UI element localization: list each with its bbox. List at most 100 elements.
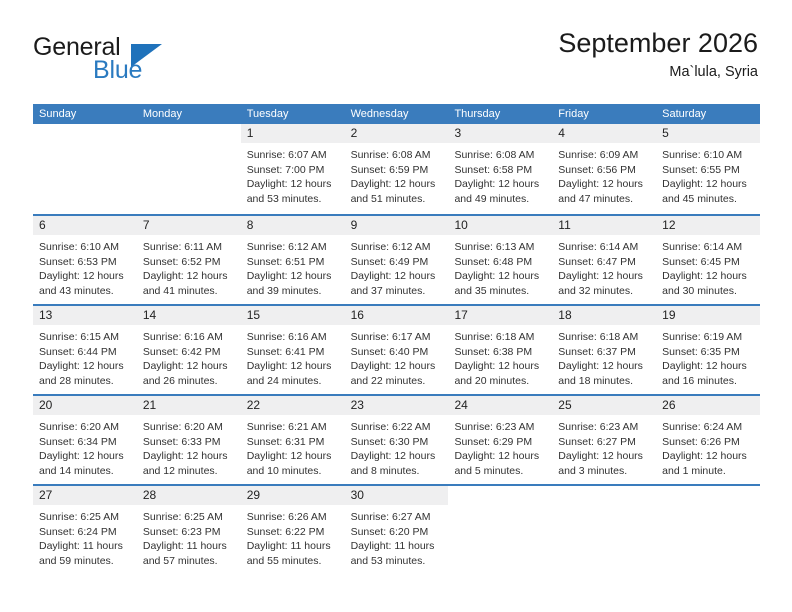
day-number: 19 (662, 308, 676, 322)
day-cell-29[interactable]: 29 Sunrise: 6:26 AM Sunset: 6:22 PM Dayligh… (240, 486, 345, 574)
day-number-band: 16 (344, 306, 449, 325)
page-title: September 2026 (558, 28, 758, 58)
day-number: 1 (246, 126, 254, 140)
day-detail-line: Sunset: 6:47 PM (558, 255, 636, 268)
day-detail-line: Daylight: 12 hours (350, 270, 436, 283)
day-number: 21 (142, 398, 157, 412)
day-detail-line: and 28 minutes. (39, 374, 114, 387)
day-detail-line: Sunset: 6:44 PM (39, 345, 117, 358)
day-detail-lines: Sunrise: 6:22 AM Sunset: 6:30 PM Daylight:… (345, 415, 449, 478)
day-cell-9[interactable]: 9 Sunrise: 6:12 AM Sunset: 6:49 PM Daylight… (344, 216, 449, 304)
day-cell-18[interactable]: 18 Sunrise: 6:18 AM Sunset: 6:37 PM Dayligh… (552, 306, 657, 394)
day-detail-lines: Sunrise: 6:12 AM Sunset: 6:49 PM Daylight:… (345, 235, 449, 298)
day-detail-lines: Sunrise: 6:12 AM Sunset: 6:51 PM Daylight:… (241, 235, 345, 298)
day-detail-lines: Sunrise: 6:07 AM Sunset: 7:00 PM Daylight:… (241, 143, 345, 206)
day-detail-line: and 57 minutes. (142, 554, 218, 567)
day-cell-17[interactable]: 17 Sunrise: 6:18 AM Sunset: 6:38 PM Dayligh… (448, 306, 553, 394)
day-number: 18 (558, 308, 572, 322)
day-detail-line: Sunset: 6:41 PM (246, 345, 325, 358)
day-cell-23[interactable]: 23 Sunrise: 6:22 AM Sunset: 6:30 PM Dayligh… (344, 396, 449, 484)
day-cell-6[interactable]: 6 Sunrise: 6:10 AM Sunset: 6:53 PM Daylight… (33, 216, 137, 304)
day-number-band: 7 (136, 216, 241, 235)
day-number: 26 (662, 398, 676, 412)
day-cell-1[interactable]: 1 Sunrise: 6:07 AM Sunset: 7:00 PM Daylight… (240, 124, 345, 214)
day-cell-22[interactable]: 22 Sunrise: 6:21 AM Sunset: 6:31 PM Dayligh… (240, 396, 345, 484)
day-cell-26[interactable]: 26 Sunrise: 6:24 AM Sunset: 6:26 PM Dayligh… (656, 396, 761, 484)
day-number-band: 9 (344, 216, 449, 235)
day-cell-12[interactable]: 12 Sunrise: 6:14 AM Sunset: 6:45 PM Dayligh… (656, 216, 761, 304)
day-cell-11[interactable]: 11 Sunrise: 6:14 AM Sunset: 6:47 PM Dayligh… (552, 216, 657, 304)
day-detail-line: Sunset: 6:56 PM (558, 163, 636, 176)
day-detail-line: Sunrise: 6:26 AM (246, 511, 327, 523)
day-number: 6 (39, 218, 46, 232)
day-number-band: 14 (136, 306, 241, 325)
day-detail-line: and 32 minutes. (558, 284, 634, 297)
day-number-band: 19 (656, 306, 761, 325)
day-detail-line: Daylight: 12 hours (246, 178, 332, 191)
day-cell-13[interactable]: 13 Sunrise: 6:15 AM Sunset: 6:44 PM Dayligh… (33, 306, 137, 394)
day-detail-line: Sunrise: 6:14 AM (662, 241, 743, 253)
day-detail-lines: Sunrise: 6:19 AM Sunset: 6:35 PM Daylight:… (656, 325, 760, 388)
day-detail-line: Daylight: 12 hours (662, 360, 747, 373)
day-number: 20 (39, 398, 53, 412)
day-detail-lines: Sunrise: 6:15 AM Sunset: 6:44 PM Daylight:… (33, 325, 137, 388)
day-detail-line: Sunrise: 6:15 AM (39, 331, 119, 343)
day-cell-7[interactable]: 7 Sunrise: 6:11 AM Sunset: 6:52 PM Daylight… (136, 216, 241, 304)
day-detail-lines: Sunrise: 6:25 AM Sunset: 6:24 PM Daylight:… (33, 505, 137, 568)
day-detail-line: Daylight: 12 hours (558, 270, 643, 283)
calendar-week-row: 13 Sunrise: 6:15 AM Sunset: 6:44 PM Dayligh… (33, 304, 761, 394)
day-detail-line: and 5 minutes. (454, 464, 524, 477)
day-detail-line: Daylight: 12 hours (142, 360, 228, 373)
day-cell-15[interactable]: 15 Sunrise: 6:16 AM Sunset: 6:41 PM Dayligh… (240, 306, 345, 394)
day-number-band: 11 (552, 216, 657, 235)
day-detail-line: Daylight: 12 hours (454, 270, 540, 283)
day-number: 9 (350, 218, 358, 232)
day-number-band: 3 (448, 124, 553, 143)
day-cell-27[interactable]: 27 Sunrise: 6:25 AM Sunset: 6:24 PM Dayligh… (33, 486, 137, 574)
day-detail-line: Sunset: 6:22 PM (246, 525, 325, 538)
weekday-header-monday: Monday (142, 108, 182, 120)
day-cell-25[interactable]: 25 Sunrise: 6:23 AM Sunset: 6:27 PM Dayligh… (552, 396, 657, 484)
day-cell-21[interactable]: 21 Sunrise: 6:20 AM Sunset: 6:33 PM Dayligh… (136, 396, 241, 484)
day-detail-line: Sunset: 6:27 PM (558, 435, 636, 448)
day-number: 11 (558, 218, 571, 232)
day-number: 12 (662, 218, 676, 232)
day-detail-line: Sunset: 6:42 PM (142, 345, 221, 358)
day-number: 23 (350, 398, 364, 412)
day-number: 8 (246, 218, 254, 232)
day-number: 2 (350, 126, 358, 140)
day-detail-line: and 18 minutes. (558, 374, 634, 387)
day-number: 16 (350, 308, 364, 322)
day-number-band: 21 (136, 396, 241, 415)
day-cell-2[interactable]: 2 Sunrise: 6:08 AM Sunset: 6:59 PM Daylight… (344, 124, 449, 214)
day-detail-line: Sunset: 6:58 PM (454, 163, 533, 176)
day-detail-line: Daylight: 12 hours (662, 178, 747, 191)
brand-logo[interactable]: General Blue (33, 33, 263, 85)
day-cell-14[interactable]: 14 Sunrise: 6:16 AM Sunset: 6:42 PM Dayligh… (136, 306, 241, 394)
day-detail-line: Sunrise: 6:11 AM (142, 241, 223, 253)
day-cell-10[interactable]: 10 Sunrise: 6:13 AM Sunset: 6:48 PM Dayligh… (448, 216, 553, 304)
day-cell-24[interactable]: 24 Sunrise: 6:23 AM Sunset: 6:29 PM Dayligh… (448, 396, 553, 484)
day-cell-4[interactable]: 4 Sunrise: 6:09 AM Sunset: 6:56 PM Daylight… (552, 124, 657, 214)
day-cell-19[interactable]: 19 Sunrise: 6:19 AM Sunset: 6:35 PM Dayligh… (656, 306, 761, 394)
day-number-band (137, 124, 241, 143)
day-detail-line: Sunrise: 6:08 AM (350, 149, 431, 161)
day-number: 10 (454, 218, 468, 232)
day-detail-line: Sunset: 6:52 PM (142, 255, 221, 268)
day-detail-line: and 1 minute. (662, 464, 726, 477)
day-cell-28[interactable]: 28 Sunrise: 6:25 AM Sunset: 6:23 PM Dayligh… (136, 486, 241, 574)
day-number: 7 (142, 218, 150, 232)
day-cell-20[interactable]: 20 Sunrise: 6:20 AM Sunset: 6:34 PM Dayligh… (33, 396, 137, 484)
day-cell-8[interactable]: 8 Sunrise: 6:12 AM Sunset: 6:51 PM Daylight… (240, 216, 345, 304)
day-cell-5[interactable]: 5 Sunrise: 6:10 AM Sunset: 6:55 PM Daylight… (656, 124, 761, 214)
day-cell-16[interactable]: 16 Sunrise: 6:17 AM Sunset: 6:40 PM Dayligh… (344, 306, 449, 394)
day-detail-lines: Sunrise: 6:27 AM Sunset: 6:20 PM Daylight:… (345, 505, 449, 568)
day-cell-3[interactable]: 3 Sunrise: 6:08 AM Sunset: 6:58 PM Daylight… (448, 124, 553, 214)
day-detail-lines: Sunrise: 6:18 AM Sunset: 6:38 PM Daylight:… (448, 325, 552, 388)
day-number-band: 5 (656, 124, 761, 143)
day-number-band (552, 486, 656, 505)
day-detail-line: Sunrise: 6:18 AM (454, 331, 535, 343)
day-detail-line: Sunset: 6:20 PM (350, 525, 429, 538)
day-cell-30[interactable]: 30 Sunrise: 6:27 AM Sunset: 6:20 PM Dayligh… (344, 486, 449, 574)
day-number: 17 (454, 308, 468, 322)
